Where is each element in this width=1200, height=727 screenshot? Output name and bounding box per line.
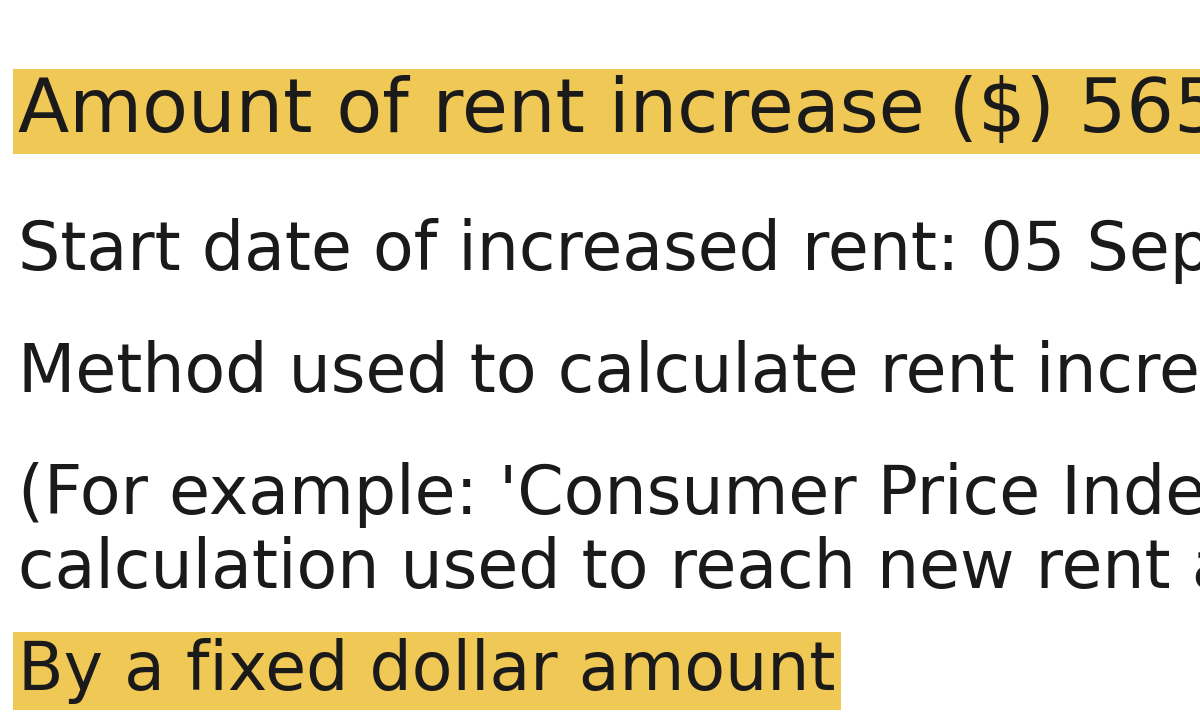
Text: Amount of rent increase ($) 565.00 per month: Amount of rent increase ($) 565.00 per m… (18, 75, 1200, 148)
Text: By a fixed dollar amount: By a fixed dollar amount (18, 638, 835, 704)
Text: calculation used to reach new rent amount): calculation used to reach new rent amoun… (18, 536, 1200, 602)
Text: (For example: 'Consumer Price Index', used to c: (For example: 'Consumer Price Index', us… (18, 462, 1200, 528)
Text: Method used to calculate rent increase:: Method used to calculate rent increase: (18, 340, 1200, 406)
Bar (13, 632, 840, 710)
Text: Start date of increased rent: 05 September 2023: Start date of increased rent: 05 Septemb… (18, 218, 1200, 284)
Bar (13, 69, 1200, 154)
